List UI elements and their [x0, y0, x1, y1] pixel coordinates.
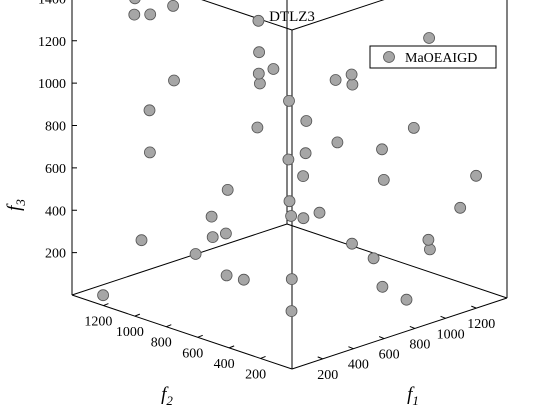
f1-tick-mark: [348, 346, 354, 350]
data-point: [167, 0, 180, 12]
f2-tick-mark: [260, 355, 266, 359]
data-point: [454, 201, 467, 214]
f3-tick-label: 800: [45, 120, 66, 135]
data-point: [144, 8, 157, 21]
data-point: [283, 95, 295, 107]
data-point: [346, 237, 358, 250]
f1-tick-label: 400: [348, 358, 369, 373]
data-point: [237, 273, 250, 286]
data-point: [300, 115, 313, 127]
data-point: [135, 234, 148, 247]
data-point: [129, 0, 141, 5]
data-point: [253, 77, 266, 90]
data-point: [407, 122, 420, 134]
data-point: [168, 74, 180, 87]
data-point: [297, 212, 310, 225]
data-point: [377, 173, 390, 186]
legend: MaOEAIGD: [369, 45, 497, 69]
f1-tick-mark: [409, 325, 416, 329]
data-point: [283, 195, 296, 208]
f2-tick-mark: [166, 324, 172, 328]
data-point: [252, 67, 265, 80]
f3-tick-label: 600: [45, 162, 66, 177]
data-point: [423, 243, 436, 256]
data-point: [221, 183, 234, 196]
f1-tick-label: 1000: [437, 327, 465, 342]
data-point: [346, 78, 359, 91]
f1-axis-label: f1: [407, 384, 419, 408]
f1-tick-mark: [440, 315, 446, 319]
axis-ticks: 2004006008001000120020040060080010001200…: [38, 0, 495, 383]
data-point: [329, 74, 342, 86]
data-point: [282, 153, 295, 166]
legend-box: [369, 45, 497, 69]
f1-tick-mark: [471, 305, 477, 309]
chart-title: DTLZ3: [269, 9, 315, 25]
f2-tick-label: 800: [151, 336, 172, 351]
data-point: [297, 170, 310, 183]
f1-tick-label: 800: [409, 337, 430, 352]
f2-tick-label: 400: [214, 357, 235, 372]
box-edge: [291, 0, 385, 31]
data-point: [97, 289, 109, 302]
box-edge: [71, 294, 293, 370]
data-point: [189, 248, 202, 260]
f3-tick-label: 1200: [38, 35, 66, 50]
f2-tick-label: 1200: [84, 315, 112, 330]
data-point: [285, 273, 298, 286]
data-point: [251, 121, 264, 134]
f1-tick-label: 600: [379, 348, 400, 363]
f1-tick-mark: [378, 336, 385, 340]
f3-tick-label: 400: [45, 204, 66, 219]
box-edge: [286, 223, 508, 299]
data-point: [143, 146, 156, 159]
data-point: [128, 8, 141, 21]
data-point: [367, 252, 380, 265]
data-point: [423, 32, 436, 44]
f2-tick-label: 1000: [116, 325, 144, 340]
box-edge: [71, 223, 288, 296]
f2-tick-mark: [103, 303, 109, 307]
data-point: [220, 269, 233, 282]
data-point: [376, 143, 388, 156]
data-point: [331, 136, 344, 149]
axis-labels: f1 f2 f3: [4, 199, 419, 408]
box-edge: [291, 297, 508, 370]
data-point: [205, 210, 218, 223]
f3-tick-label: 1400: [38, 0, 66, 7]
f3-tick-label: 200: [45, 247, 66, 262]
data-point: [285, 305, 298, 318]
data-points: [97, 0, 483, 318]
f2-tick-mark: [197, 334, 203, 338]
f2-tick-mark: [228, 345, 235, 349]
f2-axis-label: f2: [161, 384, 173, 408]
f2-tick-label: 600: [182, 346, 203, 361]
data-point: [143, 104, 156, 117]
data-point: [376, 280, 389, 293]
data-point: [285, 210, 298, 222]
f1-tick-mark: [317, 356, 323, 360]
data-point: [253, 46, 266, 59]
data-point: [299, 147, 312, 160]
data-point: [345, 68, 358, 81]
legend-marker: [383, 51, 395, 63]
data-point: [470, 169, 483, 182]
data-point: [206, 231, 219, 244]
f1-tick-label: 1200: [467, 317, 495, 332]
data-point: [313, 206, 326, 219]
f2-tick-mark: [134, 313, 141, 317]
data-point: [219, 227, 232, 240]
f2-tick-label: 200: [245, 367, 266, 382]
data-point: [400, 293, 413, 306]
data-point: [252, 14, 265, 27]
f3-tick-label: 1000: [38, 77, 66, 92]
f3-axis-label: f3: [4, 199, 28, 211]
data-point: [267, 63, 280, 75]
f1-tick-label: 200: [317, 368, 338, 383]
legend-label: MaOEAIGD: [405, 51, 477, 66]
data-point: [422, 233, 435, 246]
